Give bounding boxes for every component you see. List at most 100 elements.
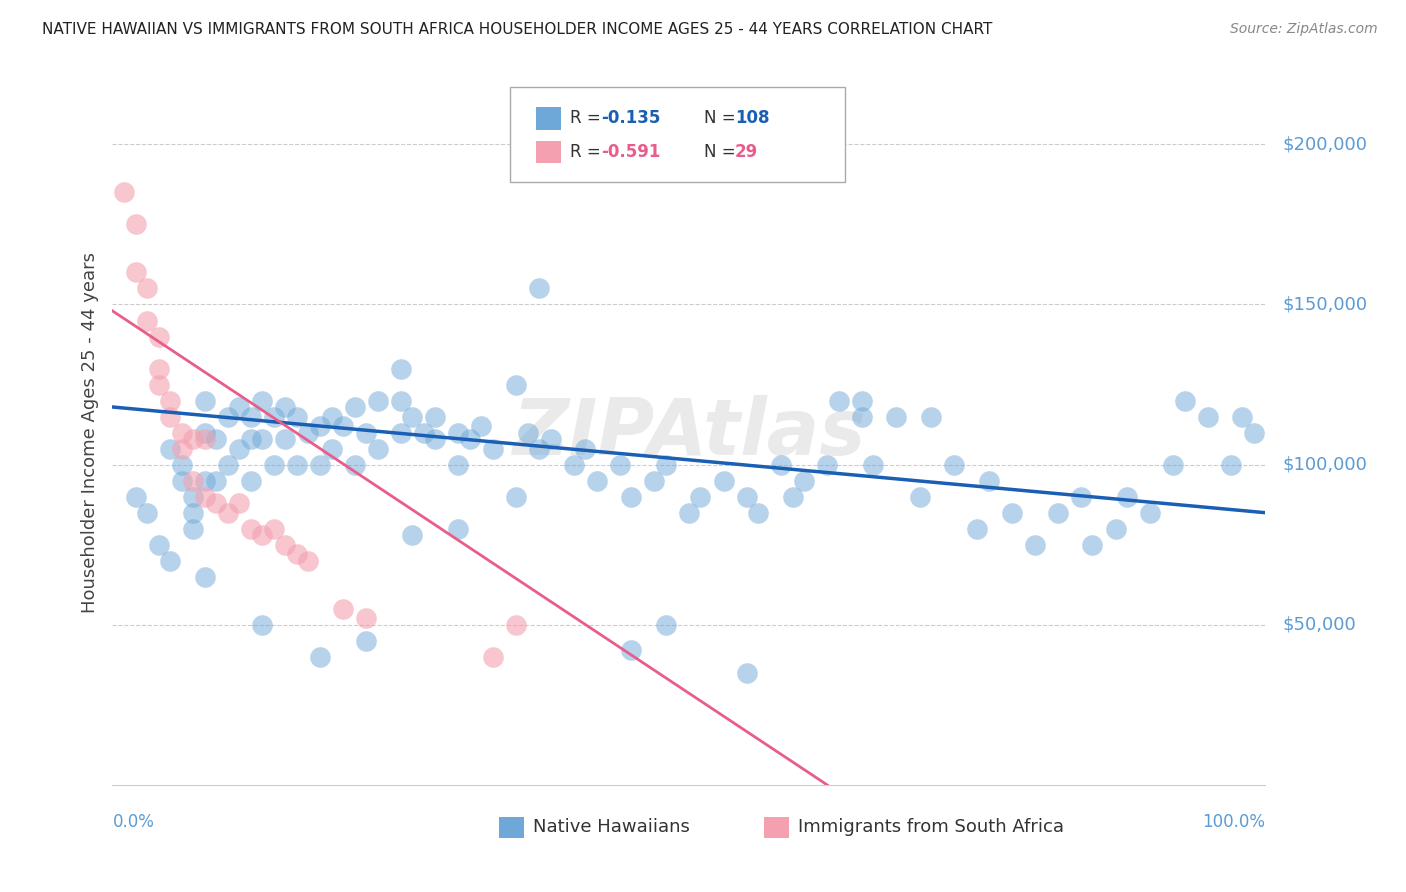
Point (170, 458, 193, 472)
Point (194, 570, 217, 584)
Point (828, 393, 851, 408)
Point (425, 432, 447, 446)
Text: R =: R = (571, 110, 606, 128)
Point (124, 265, 146, 279)
Point (136, 281, 159, 295)
Point (943, 458, 966, 472)
Point (309, 649, 332, 664)
Point (274, 432, 297, 446)
FancyBboxPatch shape (510, 87, 845, 183)
Point (401, 528, 423, 542)
Point (527, 442, 550, 456)
Point (148, 329, 170, 343)
Point (920, 409, 942, 424)
Point (228, 400, 250, 414)
Point (181, 490, 204, 504)
Point (297, 425, 319, 440)
Text: NATIVE HAWAIIAN VS IMMIGRANTS FROM SOUTH AFRICA HOUSEHOLDER INCOME AGES 25 - 44 : NATIVE HAWAIIAN VS IMMIGRANTS FROM SOUTH… (42, 22, 993, 37)
Point (447, 522, 470, 536)
Point (505, 490, 527, 504)
FancyBboxPatch shape (536, 107, 561, 129)
Text: -0.591: -0.591 (602, 143, 661, 161)
Point (643, 474, 665, 488)
Point (112, 186, 135, 200)
Point (886, 409, 908, 424)
Point (159, 393, 181, 408)
Point (205, 496, 228, 510)
Point (148, 361, 170, 376)
Text: N =: N = (704, 143, 741, 161)
Point (1104, 522, 1126, 536)
Point (540, 432, 562, 446)
Point (332, 601, 354, 615)
Point (148, 538, 170, 552)
Point (239, 432, 262, 446)
Point (1024, 538, 1046, 552)
Text: Source: ZipAtlas.com: Source: ZipAtlas.com (1230, 22, 1378, 37)
Point (862, 458, 884, 472)
Point (516, 425, 538, 440)
Point (412, 425, 434, 440)
Text: Native Hawaiians: Native Hawaiians (533, 818, 690, 836)
Point (655, 617, 678, 632)
Text: $200,000: $200,000 (1282, 136, 1368, 153)
Point (1197, 409, 1219, 424)
Point (321, 409, 343, 424)
Point (217, 506, 239, 520)
Text: Immigrants from South Africa: Immigrants from South Africa (799, 818, 1064, 836)
Point (285, 409, 308, 424)
Point (689, 490, 711, 504)
Point (1219, 458, 1241, 472)
Point (239, 409, 262, 424)
Point (343, 458, 366, 472)
Point (458, 432, 481, 446)
Point (401, 409, 423, 424)
Point (321, 442, 343, 456)
Point (205, 432, 228, 446)
Point (389, 361, 412, 376)
Point (367, 393, 389, 408)
Point (389, 425, 412, 440)
Point (252, 528, 274, 542)
Text: 108: 108 (735, 110, 769, 128)
Point (851, 393, 873, 408)
Point (655, 458, 678, 472)
Text: $100,000: $100,000 (1282, 456, 1368, 474)
Point (1232, 409, 1254, 424)
Point (285, 547, 308, 561)
Point (851, 409, 873, 424)
Point (170, 474, 193, 488)
Point (181, 474, 204, 488)
Point (194, 393, 217, 408)
Point (1070, 490, 1092, 504)
Text: ZIPAtlas: ZIPAtlas (512, 394, 866, 471)
Point (735, 490, 758, 504)
Point (735, 665, 758, 680)
FancyBboxPatch shape (499, 817, 524, 838)
Point (239, 474, 262, 488)
Point (170, 425, 193, 440)
Point (252, 432, 274, 446)
Point (285, 458, 308, 472)
Point (482, 442, 505, 456)
Point (309, 458, 332, 472)
Point (770, 458, 793, 472)
Point (170, 442, 193, 456)
Point (228, 496, 250, 510)
Point (274, 400, 297, 414)
Point (620, 490, 643, 504)
Point (482, 649, 505, 664)
Point (367, 442, 389, 456)
Point (470, 419, 492, 434)
Point (815, 458, 838, 472)
Point (562, 458, 585, 472)
Text: $50,000: $50,000 (1282, 615, 1357, 634)
Text: 100.0%: 100.0% (1202, 814, 1265, 831)
Text: N =: N = (704, 110, 741, 128)
Y-axis label: Householder Income Ages 25 - 44 years: Householder Income Ages 25 - 44 years (80, 252, 98, 613)
Point (585, 474, 607, 488)
Point (354, 425, 377, 440)
Point (136, 506, 159, 520)
Point (159, 554, 181, 568)
Point (159, 442, 181, 456)
